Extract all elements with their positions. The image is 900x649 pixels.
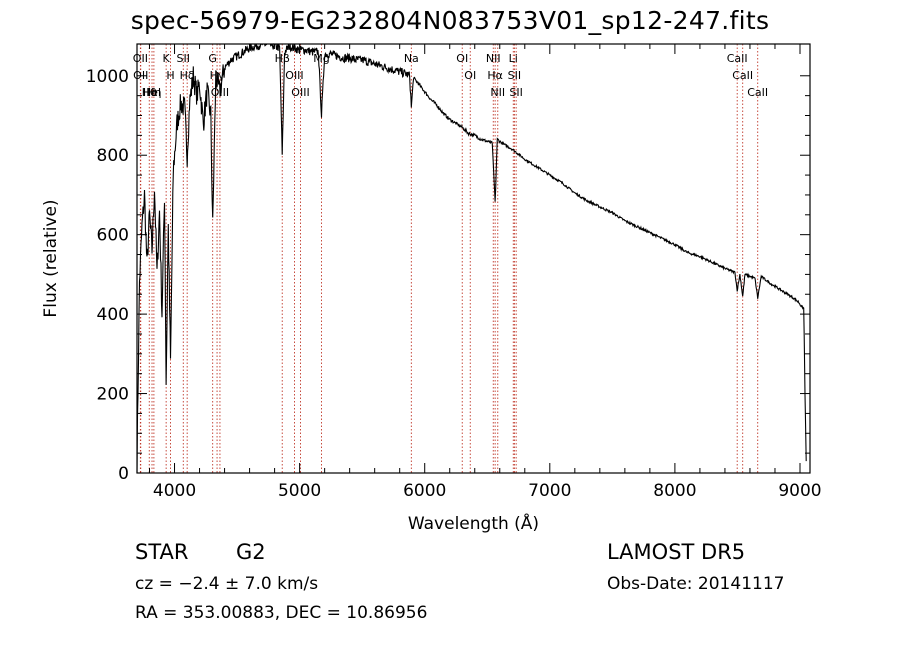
x-axis: 4000 5000 6000 7000 8000 9000 bbox=[149, 44, 822, 501]
observation-date: Obs-Date: 20141117 bbox=[607, 574, 785, 594]
line-label: CaII bbox=[747, 86, 768, 99]
chart-title: spec-56979-EG232804N083753V01_sp12-247.f… bbox=[130, 6, 770, 35]
line-label: Hβ bbox=[275, 52, 290, 65]
y-tick-label: 600 bbox=[97, 226, 129, 246]
y-tick-label: 200 bbox=[97, 385, 129, 405]
line-label: Hη bbox=[146, 86, 161, 99]
line-label: SII bbox=[508, 69, 521, 82]
line-label: OI bbox=[456, 52, 468, 65]
line-label: K bbox=[163, 52, 171, 65]
line-label: CaII bbox=[732, 69, 753, 82]
line-label: Hδ bbox=[180, 69, 195, 82]
y-axis: 0 200 400 600 800 1000 bbox=[86, 67, 810, 484]
line-label: OII bbox=[133, 52, 148, 65]
x-tick-label: 8000 bbox=[653, 481, 696, 501]
redshift-cz: cz = −2.4 ± 7.0 km/s bbox=[135, 574, 319, 594]
line-label: NII bbox=[490, 86, 505, 99]
line-label: OIII bbox=[285, 69, 303, 82]
object-class: STAR bbox=[135, 540, 189, 564]
object-subclass: G2 bbox=[236, 540, 266, 564]
x-tick-label: 4000 bbox=[153, 481, 196, 501]
line-label: G bbox=[208, 52, 217, 65]
line-label: CaII bbox=[727, 52, 748, 65]
x-axis-label: Wavelength (Å) bbox=[408, 512, 539, 534]
line-label: SII bbox=[177, 52, 190, 65]
line-label: Hθ bbox=[142, 86, 157, 99]
line-label: Na bbox=[404, 52, 419, 65]
x-tick-label: 9000 bbox=[778, 481, 821, 501]
y-tick-label: 1000 bbox=[86, 67, 129, 87]
line-label: NII bbox=[486, 52, 501, 65]
y-tick-label: 0 bbox=[118, 464, 129, 484]
spectrum-line bbox=[136, 43, 807, 474]
line-label: HeI bbox=[143, 86, 161, 99]
line-label: Mg bbox=[313, 52, 329, 65]
plot-frame bbox=[136, 43, 811, 474]
y-tick-label: 800 bbox=[97, 146, 129, 166]
line-label: SII bbox=[509, 86, 522, 99]
survey-name: LAMOST DR5 bbox=[607, 540, 746, 564]
line-label: Li bbox=[509, 52, 518, 65]
x-tick-label: 5000 bbox=[278, 481, 321, 501]
line-label: OIII bbox=[291, 86, 309, 99]
y-tick-label: 400 bbox=[97, 305, 129, 325]
spectral-line-markers bbox=[139, 44, 759, 473]
x-tick-label: 6000 bbox=[403, 481, 446, 501]
y-axis-label: Flux (relative) bbox=[41, 199, 61, 317]
ra-dec-coordinates: RA = 353.00883, DEC = 10.86956 bbox=[135, 603, 428, 623]
line-label: H bbox=[166, 69, 174, 82]
line-label: Hα bbox=[487, 69, 503, 82]
line-label: OI bbox=[464, 69, 476, 82]
x-tick-label: 7000 bbox=[528, 481, 571, 501]
